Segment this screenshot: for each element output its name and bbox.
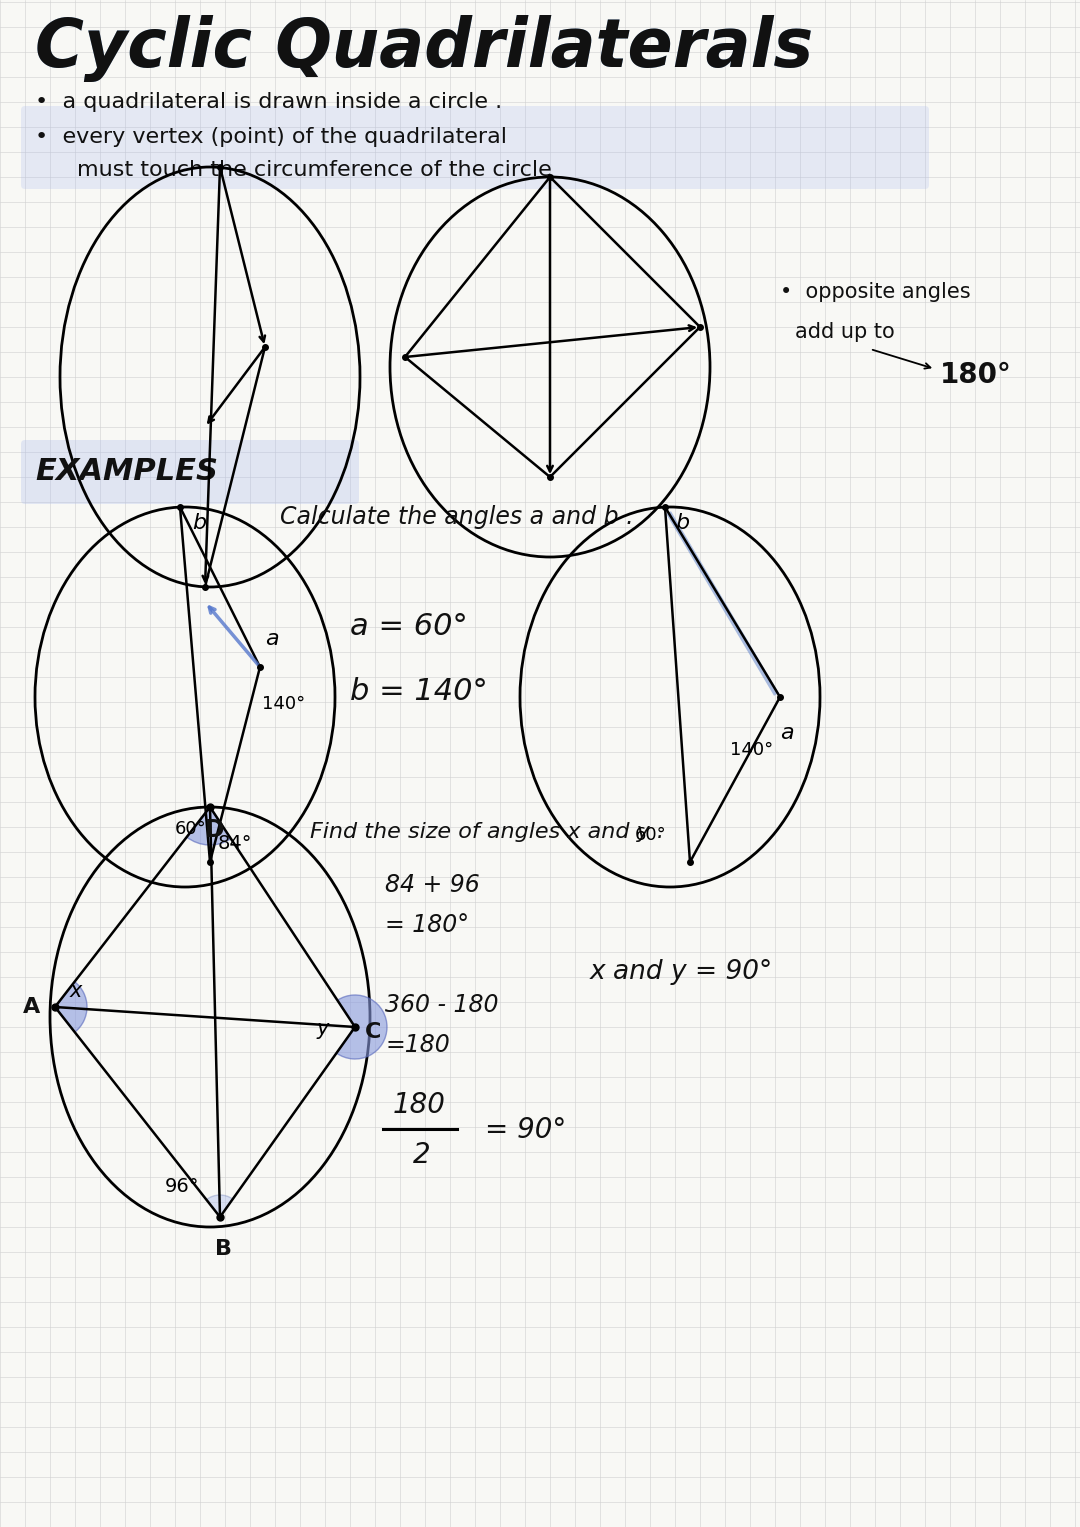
Text: 180°: 180° <box>940 360 1012 389</box>
Text: y: y <box>318 1019 329 1038</box>
Text: 60°: 60° <box>175 820 206 838</box>
Wedge shape <box>187 806 231 844</box>
Text: =180: =180 <box>384 1032 449 1057</box>
Text: 2: 2 <box>413 1141 431 1170</box>
Wedge shape <box>206 1196 233 1217</box>
Text: 140°: 140° <box>262 695 306 713</box>
Text: EXAMPLES: EXAMPLES <box>35 458 218 487</box>
Text: 96°: 96° <box>165 1177 200 1196</box>
Text: 180: 180 <box>393 1090 446 1119</box>
Text: 84°: 84° <box>218 834 253 854</box>
Wedge shape <box>55 982 87 1032</box>
Text: A: A <box>23 997 40 1017</box>
Text: a: a <box>265 629 279 649</box>
Text: Cyclic Quadrilaterals: Cyclic Quadrilaterals <box>35 15 813 82</box>
Text: Find the size of angles x and y .: Find the size of angles x and y . <box>310 822 664 841</box>
Text: x and y = 90°: x and y = 90° <box>590 959 773 985</box>
Text: a = 60°: a = 60° <box>350 612 468 641</box>
Text: = 90°: = 90° <box>485 1116 566 1144</box>
Text: must touch the circumference of the circle: must touch the circumference of the circ… <box>77 160 552 180</box>
Text: C: C <box>365 1022 381 1041</box>
Text: 60°: 60° <box>635 826 666 844</box>
FancyBboxPatch shape <box>21 105 929 189</box>
Text: b: b <box>192 513 206 533</box>
Text: 360 - 180: 360 - 180 <box>384 993 499 1017</box>
Text: b: b <box>675 513 689 533</box>
Text: x: x <box>70 980 82 1002</box>
Text: •  opposite angles: • opposite angles <box>780 282 971 302</box>
Text: •  every vertex (point) of the quadrilateral: • every vertex (point) of the quadrilate… <box>35 127 507 147</box>
Text: b = 140°: b = 140° <box>350 678 488 707</box>
Text: 84 + 96: 84 + 96 <box>384 873 480 896</box>
Text: D: D <box>205 818 225 841</box>
FancyBboxPatch shape <box>21 440 359 504</box>
Text: 140°: 140° <box>730 741 773 759</box>
Text: a: a <box>780 722 794 744</box>
Wedge shape <box>337 996 387 1060</box>
Text: add up to: add up to <box>795 322 894 342</box>
Text: •  a quadrilateral is drawn inside a circle .: • a quadrilateral is drawn inside a circ… <box>35 92 502 111</box>
Text: B: B <box>215 1238 232 1258</box>
Text: Cyclic Quadrilaterals: Cyclic Quadrilaterals <box>35 15 813 82</box>
Text: Calculate the angles a and b .: Calculate the angles a and b . <box>280 505 634 528</box>
Text: = 180°: = 180° <box>384 913 469 938</box>
